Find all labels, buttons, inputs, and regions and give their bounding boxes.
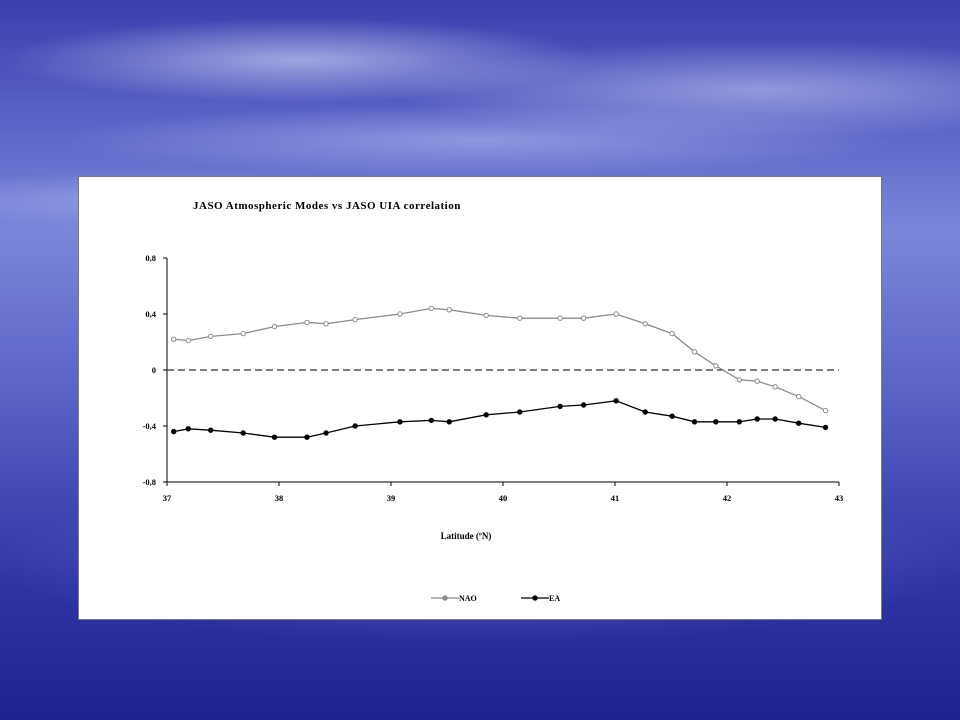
ea-data-point [323, 430, 329, 436]
nao-data-point [446, 307, 452, 313]
nao-data-point [207, 333, 214, 340]
ea-data-point [580, 402, 587, 408]
nao-data-point [772, 384, 778, 390]
ea-data-point [428, 417, 435, 424]
nao-data-point [483, 312, 489, 319]
correlation-chart: JASO Atmospheric Modes vs JASO UIA corre… [143, 200, 844, 603]
axis-ticks: 0,8 0,4 0 -0,4 -0,8 37 38 39 40 41 42 43 [143, 253, 844, 503]
ea-data-point [240, 430, 246, 436]
legend: NAO EA [431, 594, 560, 603]
x-axis-title: Latitude (ºN) [441, 531, 492, 541]
ea-data-point [754, 416, 760, 422]
y-tick-label: 0,4 [145, 309, 156, 319]
nao-data-point [669, 330, 675, 337]
nao-data-point [736, 377, 743, 383]
x-tick-label: 40 [499, 493, 508, 503]
ea-data-point [736, 419, 743, 425]
ea-data-point [397, 419, 403, 425]
series-group [171, 305, 829, 440]
nao-data-point [557, 315, 563, 321]
legend-nao-marker [442, 595, 448, 601]
ea-series-line [173, 400, 826, 438]
nao-data-point [271, 323, 278, 330]
ea-data-point [772, 416, 778, 422]
nao-data-point [691, 349, 698, 355]
nao-data-point [240, 330, 246, 337]
nao-data-point [822, 407, 829, 414]
y-tick-label: -0,8 [143, 477, 156, 487]
nao-data-point [323, 321, 329, 327]
x-tick-label: 43 [835, 493, 844, 503]
x-tick-label: 42 [723, 493, 732, 503]
ea-data-point [352, 423, 358, 429]
ea-data-point [517, 409, 523, 415]
ea-data-point [271, 434, 278, 440]
nao-data-point [517, 315, 523, 321]
nao-data-point [304, 319, 310, 326]
nao-data-point [428, 305, 435, 312]
y-tick-label: 0,8 [145, 253, 156, 263]
nao-data-point [171, 336, 177, 342]
ea-data-point [795, 420, 802, 426]
nao-data-point [713, 363, 719, 369]
ea-data-point [691, 419, 698, 425]
legend-nao-label: NAO [459, 594, 477, 603]
ea-data-point [642, 409, 648, 415]
y-tick-label: -0,4 [143, 421, 157, 431]
nao-series-line [173, 307, 826, 412]
nao-data-point [185, 337, 191, 344]
nao-data-point [754, 378, 760, 384]
chart-title: JASO Atmospheric Modes vs JASO UIA corre… [193, 200, 461, 212]
x-tick-label: 39 [387, 493, 396, 503]
y-tick-label: 0 [152, 365, 156, 375]
chart-panel: JASO Atmospheric Modes vs JASO UIA corre… [78, 176, 882, 620]
ea-data-point [613, 398, 619, 404]
ea-data-point [483, 412, 489, 418]
ea-data-point [185, 426, 191, 432]
legend-ea-marker [532, 595, 538, 601]
ea-data-point [557, 403, 563, 410]
nao-data-point [352, 316, 358, 323]
ea-data-point [171, 428, 177, 435]
ea-data-point [304, 434, 310, 440]
x-tick-label: 37 [163, 493, 172, 503]
legend-ea-label: EA [549, 594, 560, 603]
nao-data-point [397, 311, 403, 317]
nao-data-point [795, 393, 802, 400]
ea-data-point [822, 424, 829, 431]
ea-data-point [713, 419, 719, 425]
ea-data-point [446, 419, 452, 425]
ea-data-point [207, 427, 214, 433]
nao-data-point [580, 315, 587, 321]
nao-data-point [642, 321, 648, 327]
x-tick-label: 38 [275, 493, 284, 503]
nao-data-point [613, 311, 619, 317]
ea-data-point [669, 413, 675, 419]
x-tick-label: 41 [611, 493, 620, 503]
